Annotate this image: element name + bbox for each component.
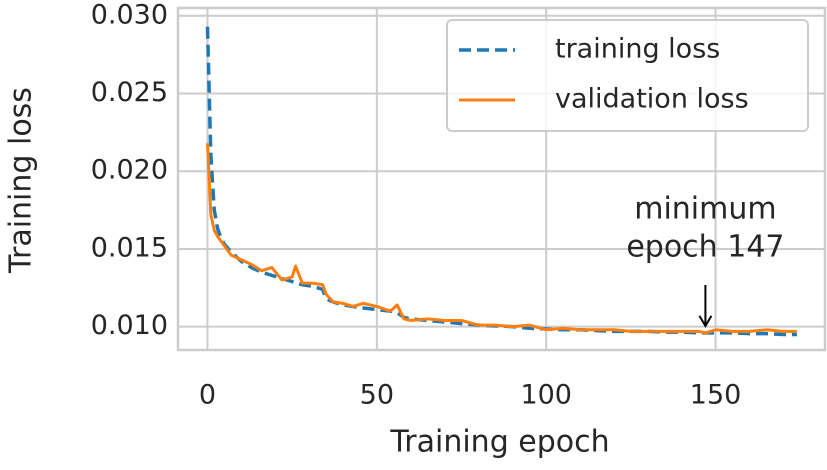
x-tick-label: 100 [520,380,572,411]
y-tick-label: 0.015 [91,232,168,263]
series-line [205,143,797,335]
x-axis-label: Training epoch [389,425,609,460]
legend-box [446,19,809,132]
annotation-arrowhead [698,315,713,328]
x-tick-label: 150 [690,380,742,411]
legend-label: validation loss [555,84,749,115]
y-tick-label: 0.010 [91,310,168,341]
y-tick-label: 0.030 [91,0,168,30]
y-axis-label: Training loss [4,87,39,274]
x-tick-label: 50 [360,380,394,411]
annotation-text: epoch 147 [626,230,784,265]
legend-label: training loss [555,34,720,65]
annotation-text: minimum [634,192,776,227]
plot-frame [176,6,827,352]
y-tick-label: 0.020 [91,155,168,186]
y-tick-label: 0.025 [91,77,168,108]
x-tick-label: 0 [199,380,216,411]
